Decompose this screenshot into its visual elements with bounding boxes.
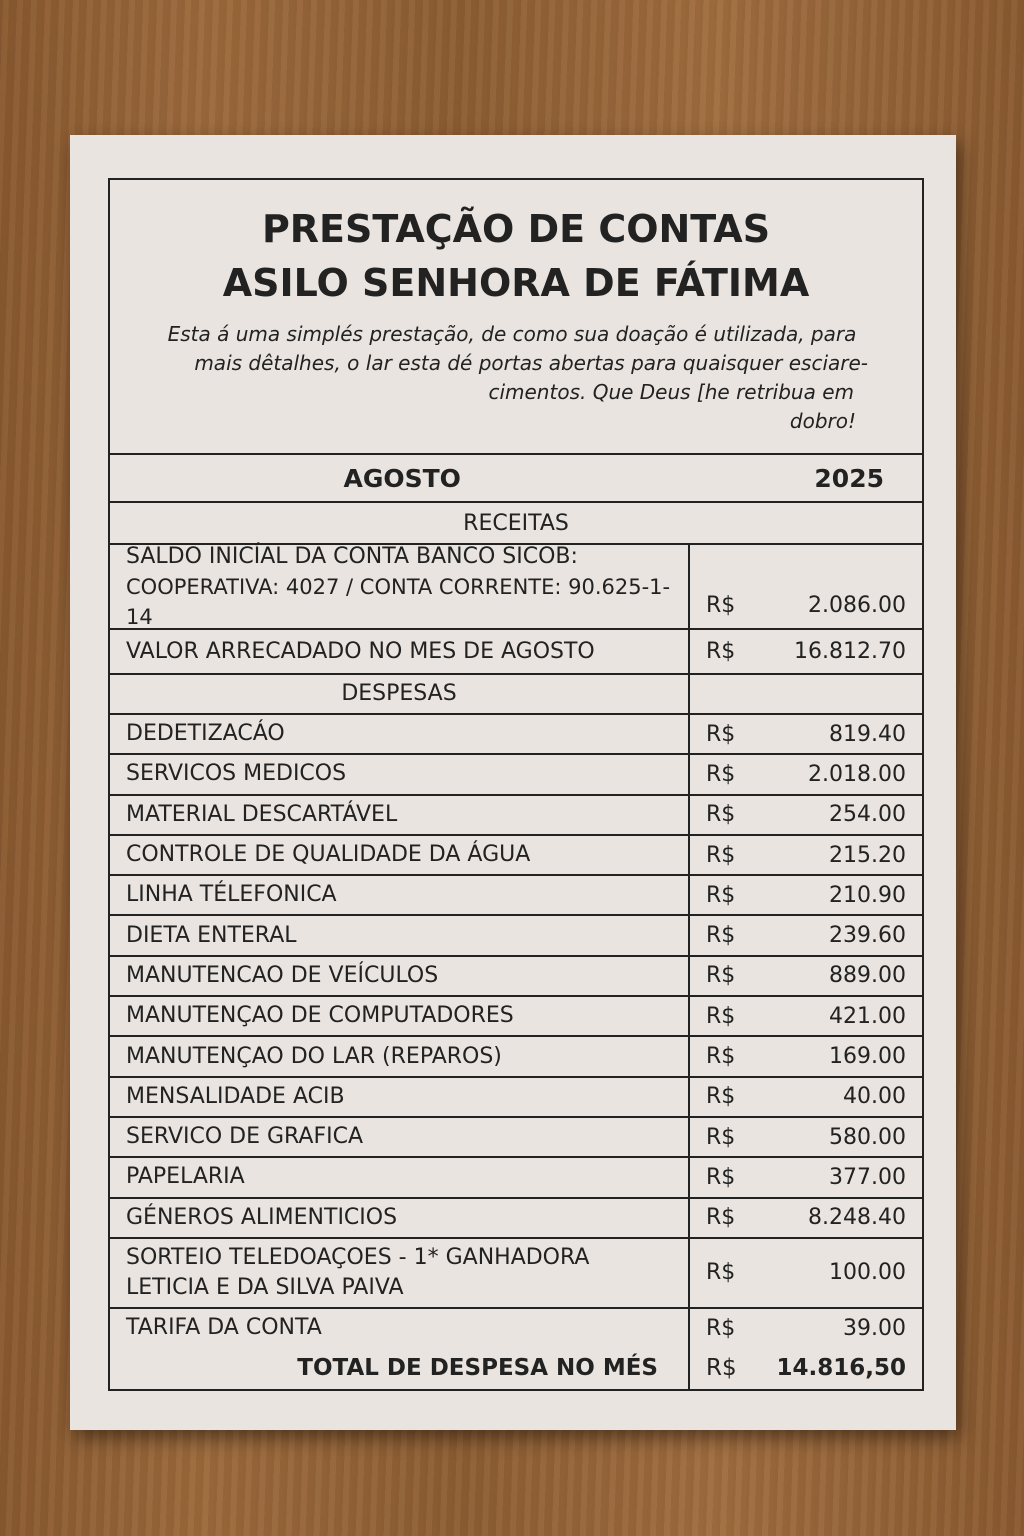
expense-value: 580.00 [829, 1124, 906, 1150]
expense-label: SORTEIO TELEDOAÇOES - 1* GANHADORA LETIC… [110, 1238, 690, 1307]
year: 2025 [814, 463, 884, 493]
expense-value: 8.248.40 [808, 1205, 906, 1231]
expense-value: 239.60 [829, 923, 906, 949]
expense-row: MATERIAL DESCARTÁVEL R$ 254.00 [110, 795, 922, 836]
saldo-label-line: SALDO INICÍAL DA CONTA BANCO SICOB: [126, 543, 578, 569]
despesas-heading-row: DESPESAS [110, 675, 922, 715]
total-label: TOTAL DE DESPESA NO MÉS [110, 1347, 690, 1390]
expense-value: 254.00 [829, 802, 906, 828]
expense-row: CONTROLE DE QUALIDADE DA ÁGUA R$ 215.20 [110, 835, 922, 877]
expense-label: TARIFA DA CONTA [110, 1308, 690, 1348]
document-title: PRESTAÇÃO DE CONTAS ASILO SENHORA DE FÁT… [110, 180, 922, 310]
expense-label: MANUTENÇAO DO LAR (REPAROS) [110, 1037, 690, 1076]
expense-row: MANUTENCAO DE VEÍCULOS R$ 889.00 [110, 956, 922, 998]
saldo-row: SALDO INICÍAL DA CONTA BANCO SICOB: COOP… [110, 543, 922, 630]
expense-value: 421.00 [829, 1003, 906, 1029]
currency: R$ [706, 1003, 736, 1029]
expense-label: MATERIAL DESCARTÁVEL [110, 795, 690, 834]
document-header: PRESTAÇÃO DE CONTAS ASILO SENHORA DE FÁT… [110, 180, 922, 455]
paper-sheet: PRESTAÇÃO DE CONTAS ASILO SENHORA DE FÁT… [70, 135, 956, 1430]
expense-row: LINHA TÉLEFONICA R$ 210.90 [110, 876, 922, 917]
currency: R$ [706, 1124, 736, 1150]
currency: R$ [706, 721, 736, 747]
expense-label: LINHA TÉLEFONICA [110, 876, 690, 915]
expense-value: 169.00 [829, 1044, 906, 1070]
expense-label: MANUTENCAO DE VEÍCULOS [110, 956, 690, 996]
intro-line: Esta á uma simplés prestação, de como su… [167, 322, 857, 346]
currency: R$ [706, 842, 736, 868]
total-value: 14.816,50 [776, 1355, 907, 1382]
intro-line: cimentos. Que Deus [he retribua em [488, 380, 854, 404]
expense-label: DIETA ENTERAL [110, 916, 690, 955]
currency: R$ [706, 639, 736, 664]
expense-row: PAPELARIA R$ 377.00 [110, 1158, 922, 1199]
expense-value: 2.018.00 [808, 761, 906, 787]
currency: R$ [706, 1260, 736, 1286]
expense-row: DEDETIZACÁO R$ 819.40 [110, 715, 922, 756]
arrecadado-value: 16.812.70 [794, 639, 906, 664]
expense-value: 819.40 [829, 721, 906, 747]
currency: R$ [706, 1315, 736, 1341]
arrecadado-label: VALOR ARRECADADO NO MES DE AGOSTO [110, 630, 690, 673]
expense-row: TARIFA DA CONTA R$ 39.00 [110, 1308, 922, 1348]
expense-value: 100.00 [829, 1260, 906, 1286]
expense-label: PAPELARIA [110, 1158, 690, 1197]
expense-label: MANUTENÇAO DE COMPUTADORES [110, 997, 690, 1036]
month: AGOSTO [343, 463, 461, 493]
currency: R$ [706, 1205, 736, 1231]
intro-line: mais dêtalhes, o lar esta dé portas aber… [194, 351, 868, 375]
expense-label: MENSALIDADE ACIB [110, 1077, 690, 1116]
expense-value: 215.20 [829, 842, 906, 868]
saldo-label-line: COOPERATIVA: 4027 / CONTA CORRENTE: 90.6… [126, 574, 671, 629]
saldo-value: 2.086.00 [808, 593, 906, 618]
currency: R$ [706, 882, 736, 908]
total-row: TOTAL DE DESPESA NO MÉS R$ 14.816,50 [110, 1347, 922, 1390]
currency: R$ [706, 761, 736, 787]
accounts-table: PRESTAÇÃO DE CONTAS ASILO SENHORA DE FÁT… [108, 178, 924, 1392]
despesas-heading: DESPESAS [110, 675, 690, 713]
period-row: AGOSTO 2025 [110, 455, 922, 503]
currency: R$ [706, 802, 736, 828]
expense-label: GÉNEROS ALIMENTICIOS [110, 1198, 690, 1237]
expense-row: MENSALIDADE ACIB R$ 40.00 [110, 1077, 922, 1118]
expense-row: SERVICO DE GRAFICA R$ 580.00 [110, 1117, 922, 1159]
expense-row: SORTEIO TELEDOAÇOES - 1* GANHADORA LETIC… [110, 1238, 922, 1309]
currency: R$ [706, 923, 736, 949]
expense-value: 889.00 [829, 963, 906, 989]
arrecadado-row: VALOR ARRECADADO NO MES DE AGOSTO R$ 16.… [110, 630, 922, 675]
expense-label: SERVICO DE GRAFICA [110, 1117, 690, 1157]
receitas-heading: RECEITAS [110, 503, 922, 545]
currency: R$ [706, 963, 736, 989]
intro-text: Esta á uma simplés prestação, de como su… [110, 310, 922, 436]
expense-value: 210.90 [829, 882, 906, 908]
expense-label: SERVICOS MEDICOS [110, 755, 690, 794]
currency: R$ [706, 1164, 736, 1190]
expense-row: GÉNEROS ALIMENTICIOS R$ 8.248.40 [110, 1198, 922, 1239]
expense-value: 40.00 [843, 1084, 906, 1110]
title-line-2: ASILO SENHORA DE FÁTIMA [222, 261, 810, 305]
expense-list: DEDETIZACÁO R$ 819.40 SERVICOS MEDICOS R$… [110, 715, 922, 1348]
expense-label: DEDETIZACÁO [110, 715, 690, 754]
currency: R$ [706, 1355, 737, 1382]
saldo-label: SALDO INICÍAL DA CONTA BANCO SICOB: COOP… [110, 543, 690, 629]
expense-row: SERVICOS MEDICOS R$ 2.018.00 [110, 755, 922, 796]
expense-value: 377.00 [829, 1164, 906, 1190]
title-line-1: PRESTAÇÃO DE CONTAS [261, 207, 771, 251]
currency: R$ [706, 1084, 736, 1110]
expense-row: MANUTENÇAO DO LAR (REPAROS) R$ 169.00 [110, 1037, 922, 1078]
currency: R$ [706, 593, 736, 618]
intro-line: dobro! [789, 409, 856, 433]
expense-row: MANUTENÇAO DE COMPUTADORES R$ 421.00 [110, 997, 922, 1038]
expense-value: 39.00 [843, 1315, 906, 1341]
expense-label: CONTROLE DE QUALIDADE DA ÁGUA [110, 835, 690, 875]
currency: R$ [706, 1044, 736, 1070]
expense-row: DIETA ENTERAL R$ 239.60 [110, 916, 922, 957]
